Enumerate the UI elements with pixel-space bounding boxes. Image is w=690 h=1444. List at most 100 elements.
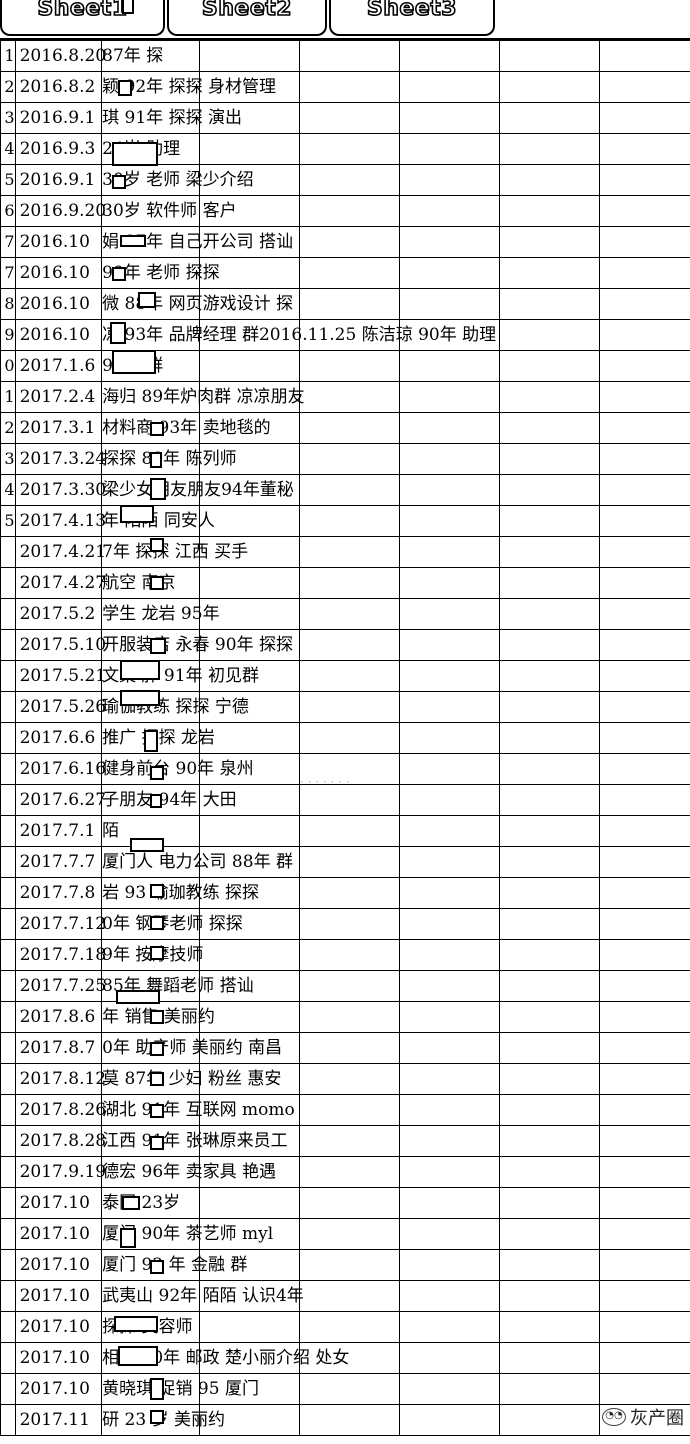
- date-cell[interactable]: 2016.8.2: [14, 71, 103, 103]
- date-cell[interactable]: 2017.7.7: [14, 846, 103, 878]
- empty-cell[interactable]: [598, 412, 690, 444]
- row-number-cell[interactable]: [0, 939, 16, 971]
- row-number-cell[interactable]: 0: [0, 350, 16, 382]
- empty-cell[interactable]: [198, 939, 300, 971]
- date-cell[interactable]: 2017.10: [14, 1311, 103, 1343]
- empty-cell[interactable]: [498, 1001, 600, 1033]
- row-number-cell[interactable]: [0, 536, 16, 568]
- empty-cell[interactable]: [598, 288, 690, 320]
- empty-cell[interactable]: [298, 629, 400, 661]
- empty-cell[interactable]: [398, 536, 500, 568]
- date-cell[interactable]: 2016.10: [14, 257, 103, 289]
- date-cell[interactable]: 2017.6.6: [14, 722, 103, 754]
- date-cell[interactable]: 2017.8.12: [14, 1063, 106, 1095]
- entry-cell[interactable]: 德宏 96年 卖家具 艳遇: [101, 1156, 276, 1188]
- empty-cell[interactable]: [598, 629, 690, 661]
- empty-cell[interactable]: [398, 474, 500, 506]
- entry-cell[interactable]: 年 陌陌 同安人: [101, 505, 215, 537]
- date-cell[interactable]: 2017.7.25: [14, 970, 106, 1002]
- empty-cell[interactable]: [298, 1032, 400, 1064]
- empty-cell[interactable]: [498, 412, 600, 444]
- date-cell[interactable]: 2017.8.6: [14, 1001, 103, 1033]
- entry-cell[interactable]: 莫 87年 少妇 粉丝 惠安: [101, 1063, 281, 1095]
- date-cell[interactable]: 2017.3.1: [14, 412, 103, 444]
- empty-cell[interactable]: [398, 1280, 500, 1312]
- date-cell[interactable]: 2017.10: [14, 1249, 103, 1281]
- row-number-cell[interactable]: [0, 1187, 16, 1219]
- empty-cell[interactable]: [198, 660, 300, 692]
- empty-cell[interactable]: [398, 1404, 500, 1436]
- row-number-cell[interactable]: 1: [0, 40, 16, 72]
- empty-cell[interactable]: [398, 226, 500, 258]
- empty-cell[interactable]: [298, 1311, 400, 1343]
- entry-cell[interactable]: 厦门人 电力公司 88年 群: [101, 846, 293, 878]
- date-cell[interactable]: 2017.10: [14, 1373, 103, 1405]
- empty-cell[interactable]: [598, 474, 690, 506]
- empty-cell[interactable]: [298, 257, 400, 289]
- empty-cell[interactable]: [298, 939, 400, 971]
- entry-cell[interactable]: 厦门 92 年 金融 群: [101, 1249, 247, 1281]
- empty-cell[interactable]: [598, 598, 690, 630]
- date-cell[interactable]: 2017.10: [14, 1342, 103, 1374]
- empty-cell[interactable]: [198, 598, 300, 630]
- empty-cell[interactable]: [398, 40, 500, 72]
- row-number-cell[interactable]: 6: [0, 195, 16, 227]
- empty-cell[interactable]: [398, 412, 500, 444]
- empty-cell[interactable]: [598, 908, 690, 940]
- row-number-cell[interactable]: 1: [0, 381, 16, 413]
- empty-cell[interactable]: [298, 1280, 400, 1312]
- row-number-cell[interactable]: [0, 660, 16, 692]
- empty-cell[interactable]: [598, 1032, 690, 1064]
- empty-cell[interactable]: [398, 1249, 500, 1281]
- date-cell[interactable]: 2017.1.6: [14, 350, 103, 382]
- empty-cell[interactable]: [498, 753, 600, 785]
- empty-cell[interactable]: [298, 691, 400, 723]
- empty-cell[interactable]: [598, 815, 690, 847]
- row-number-cell[interactable]: 3: [0, 102, 16, 134]
- entry-cell[interactable]: 娟 87年 自己开公司 搭讪: [101, 226, 293, 258]
- empty-cell[interactable]: [298, 350, 400, 382]
- date-cell[interactable]: 2017.11: [14, 1404, 103, 1436]
- empty-cell[interactable]: [398, 381, 500, 413]
- empty-cell[interactable]: [498, 1218, 600, 1250]
- row-number-cell[interactable]: 3: [0, 443, 16, 475]
- empty-cell[interactable]: [498, 257, 600, 289]
- row-number-cell[interactable]: [0, 877, 16, 909]
- empty-cell[interactable]: [398, 691, 500, 723]
- empty-cell[interactable]: [398, 846, 500, 878]
- empty-cell[interactable]: [498, 133, 600, 165]
- empty-cell[interactable]: [598, 1342, 690, 1374]
- row-number-cell[interactable]: [0, 1001, 16, 1033]
- entry-cell[interactable]: 学生 龙岩 95年: [101, 598, 220, 630]
- empty-cell[interactable]: [598, 1063, 690, 1095]
- empty-cell[interactable]: [298, 319, 400, 351]
- empty-cell[interactable]: [398, 970, 500, 1002]
- empty-cell[interactable]: [398, 71, 500, 103]
- empty-cell[interactable]: [598, 102, 690, 134]
- empty-cell[interactable]: [298, 846, 400, 878]
- empty-cell[interactable]: [298, 877, 400, 909]
- empty-cell[interactable]: [498, 629, 600, 661]
- empty-cell[interactable]: [298, 753, 400, 785]
- date-cell[interactable]: 2017.7.8: [14, 877, 103, 909]
- entry-cell[interactable]: 武夷山 92年 陌陌 认识4年: [101, 1280, 304, 1312]
- empty-cell[interactable]: [598, 722, 690, 754]
- empty-cell[interactable]: [598, 536, 690, 568]
- empty-cell[interactable]: [498, 784, 600, 816]
- row-number-cell[interactable]: [0, 1032, 16, 1064]
- empty-cell[interactable]: [498, 71, 600, 103]
- empty-cell[interactable]: [398, 722, 500, 754]
- row-number-cell[interactable]: [0, 1218, 16, 1250]
- empty-cell[interactable]: [498, 474, 600, 506]
- date-cell[interactable]: 2016.9.20: [14, 195, 106, 227]
- tab-sheet3[interactable]: Sheet3: [329, 0, 495, 36]
- entry-cell[interactable]: 厦门 90年 茶艺师 myl: [101, 1218, 273, 1250]
- empty-cell[interactable]: [498, 1125, 600, 1157]
- empty-cell[interactable]: [498, 443, 600, 475]
- empty-cell[interactable]: [498, 908, 600, 940]
- empty-cell[interactable]: [598, 660, 690, 692]
- row-number-cell[interactable]: [0, 1311, 16, 1343]
- date-cell[interactable]: 2017.6.16: [14, 753, 106, 785]
- empty-cell[interactable]: [398, 1063, 500, 1095]
- empty-cell[interactable]: [198, 1280, 300, 1312]
